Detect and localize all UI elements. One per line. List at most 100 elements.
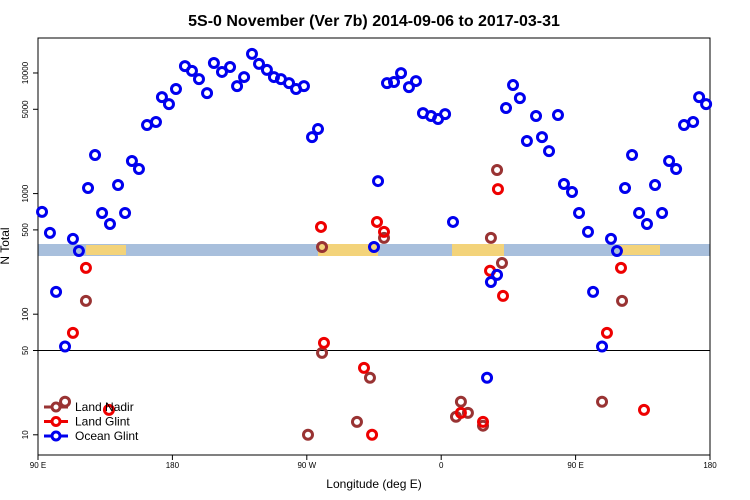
point [507, 79, 520, 92]
point [72, 245, 85, 258]
point [461, 406, 474, 419]
point [316, 240, 329, 253]
point [378, 225, 391, 238]
map-land [620, 245, 660, 255]
point [283, 77, 296, 90]
point [253, 57, 266, 70]
point [693, 91, 706, 104]
point [388, 76, 401, 89]
point [260, 63, 273, 76]
point [119, 206, 132, 219]
point [530, 109, 543, 122]
point [670, 162, 683, 175]
point [132, 162, 145, 175]
point [587, 285, 600, 298]
y-tick-label: 10000 [21, 61, 30, 84]
y-tick-label: 5000 [21, 100, 30, 118]
point [484, 275, 497, 288]
point [600, 326, 613, 339]
point [700, 98, 713, 111]
legend-symbol [50, 401, 62, 413]
legend-label: Ocean Glint [75, 429, 139, 443]
point [297, 80, 310, 93]
point [162, 98, 175, 111]
point [656, 206, 669, 219]
point [79, 261, 92, 274]
point [520, 134, 533, 147]
point [614, 261, 627, 274]
point [238, 71, 251, 84]
x-tick-label: 90 W [297, 461, 316, 470]
point [306, 131, 319, 144]
point [409, 75, 422, 88]
point [402, 81, 415, 94]
point [370, 215, 383, 228]
point [495, 256, 508, 269]
point [169, 83, 182, 96]
point [366, 428, 379, 441]
point [454, 406, 467, 419]
point [497, 289, 510, 302]
point [500, 102, 513, 115]
point [185, 64, 198, 77]
map-land [452, 244, 504, 256]
point [43, 226, 56, 239]
point [633, 206, 646, 219]
point [604, 232, 617, 245]
point [536, 131, 548, 144]
point [619, 182, 632, 195]
x-tick-label: 180 [703, 461, 717, 470]
point [649, 179, 662, 192]
legend-symbol [50, 430, 62, 442]
point [207, 56, 220, 69]
map-land [318, 244, 378, 256]
point [484, 231, 497, 244]
x-tick-label: 90 E [567, 461, 583, 470]
plot-frame [37, 37, 711, 456]
point [317, 336, 330, 349]
y-tick-label: 500 [21, 223, 30, 237]
y-axis-label: N Total [0, 227, 12, 264]
point [50, 285, 63, 298]
point [89, 148, 102, 161]
point [350, 415, 363, 428]
point [491, 268, 504, 281]
point [66, 232, 79, 245]
point [82, 182, 95, 195]
y-tick-label: 10 [21, 430, 30, 439]
point [551, 109, 564, 122]
point [103, 217, 116, 230]
point [36, 205, 49, 218]
point [301, 428, 314, 441]
chart-title: 5S-0 November (Ver 7b) 2014-09-06 to 201… [188, 13, 560, 30]
point [66, 326, 79, 339]
point [155, 91, 168, 104]
point [477, 415, 490, 428]
point [543, 145, 556, 158]
point [245, 47, 258, 60]
point [491, 183, 504, 196]
legend-symbol [50, 416, 62, 427]
point [314, 220, 327, 233]
point [192, 73, 205, 86]
point [149, 116, 162, 129]
point [640, 217, 653, 230]
point [380, 77, 393, 90]
point [79, 294, 92, 307]
point [687, 116, 700, 129]
point [368, 240, 380, 253]
point [446, 215, 459, 228]
map-land [86, 245, 126, 255]
point [663, 155, 676, 168]
point [557, 178, 570, 191]
point [372, 175, 385, 188]
point [215, 65, 228, 78]
x-tick-label: 180 [166, 461, 180, 470]
x-tick-label: 90 E [30, 461, 46, 470]
point [312, 123, 324, 136]
point [96, 206, 109, 219]
point [112, 179, 125, 192]
point [626, 148, 639, 161]
